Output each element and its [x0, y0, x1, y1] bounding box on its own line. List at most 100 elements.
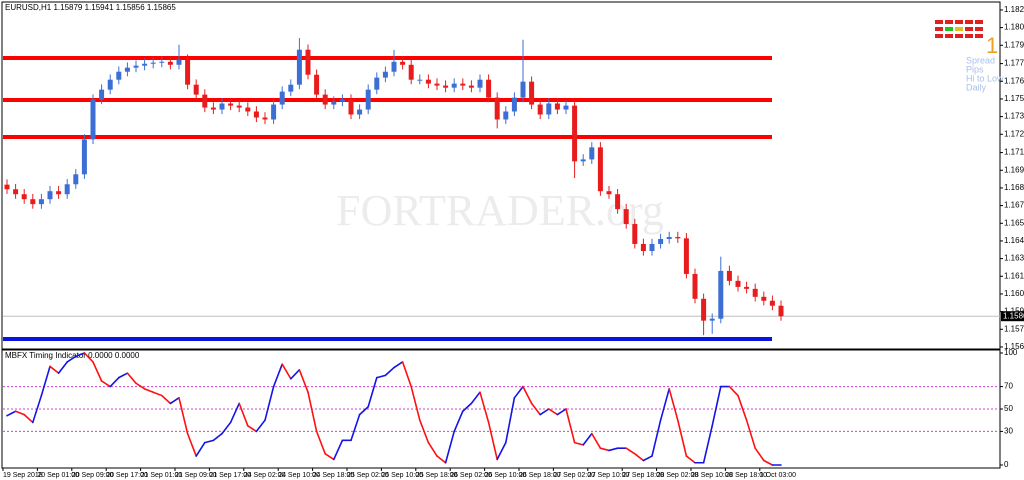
indicator-segment [401, 361, 413, 388]
indicator-segment [384, 366, 395, 377]
signal-box [935, 20, 943, 24]
indicator-segment [40, 365, 51, 397]
indicator-segment [582, 432, 593, 446]
indicator-segment [298, 368, 309, 394]
indicator-segment [118, 372, 129, 379]
info-widget: 1 Spread Pips Hi to Low Daily [935, 20, 1004, 92]
indicator-segment [711, 385, 722, 427]
candle-body [288, 84, 294, 92]
indicator-segment [247, 424, 258, 433]
indicator-segment [31, 394, 43, 424]
indicator-title: MBFX Timing Indicator 0.0000 0.0000 [5, 351, 140, 360]
indicator-segment [418, 419, 430, 444]
x-tick-label: 25 Sep 18:00 [416, 472, 458, 479]
candle-body [400, 61, 406, 65]
candle-body [167, 61, 173, 65]
candle-body [382, 71, 388, 78]
indicator-segment [496, 441, 507, 461]
info-label: Hi to Low [966, 73, 1004, 83]
indicator-segment [651, 419, 662, 457]
indicator-segment [169, 396, 180, 405]
candle-body [606, 191, 612, 195]
y-tick-label: 50 [1004, 404, 1013, 413]
candle-body [193, 84, 199, 95]
indicator-segment [522, 385, 533, 405]
indicator-segment [6, 410, 17, 417]
candle-body [752, 288, 758, 297]
indicator-segment [762, 459, 774, 466]
y-tick-label: 1.16170 [1004, 271, 1024, 280]
indicator-segment [281, 363, 292, 380]
indicator-segment [436, 455, 447, 464]
spread-value: 1 [986, 33, 998, 58]
indicator-segment [75, 352, 86, 358]
x-tick-label: 1 Oct 03:00 [760, 472, 796, 479]
indicator-segment [23, 413, 34, 424]
candle-body [374, 77, 380, 90]
candle-body [73, 174, 79, 185]
candle-body [219, 103, 225, 110]
price-tag [1001, 311, 1024, 322]
indicator-segment [143, 388, 154, 394]
candle-body [56, 191, 62, 195]
indicator-segment [608, 447, 619, 452]
y-tick-label: 1.16710 [1004, 201, 1024, 210]
y-tick-label: 1.15630 [1004, 342, 1024, 351]
y-tick-label: 1.16845 [1004, 183, 1024, 192]
indicator-segment [332, 439, 344, 461]
indicator-segment [676, 419, 688, 457]
candle-body [30, 199, 36, 205]
y-tick-label: 1.17795 [1004, 59, 1024, 68]
signal-box [955, 34, 963, 38]
indicator-segment [375, 374, 387, 379]
candle-body [597, 147, 603, 192]
y-tick-label: 0 [1004, 460, 1009, 469]
indicator-segment [539, 408, 550, 416]
candle-body [236, 105, 242, 108]
x-tick-label: 26 Sep 18:00 [519, 472, 561, 479]
x-tick-label: 27 Sep 10:00 [588, 472, 630, 479]
candle-body [460, 83, 466, 86]
indicator-segment [57, 361, 68, 374]
signal-box [945, 27, 953, 31]
indicator-segment [685, 455, 696, 464]
candle-body [503, 111, 509, 120]
indicator-segment [453, 410, 464, 433]
x-tick-label: 21 Sep 17:00 [209, 472, 251, 479]
candle-body [632, 224, 638, 244]
candle-body [425, 79, 431, 84]
candle-body [81, 139, 87, 175]
x-tick-label: 26 Sep 10:00 [485, 472, 527, 479]
chart-title: EURUSD,H1 1.15879 1.15941 1.15856 1.1586… [5, 3, 176, 12]
indicator-segment [487, 421, 499, 461]
indicator-segment [14, 410, 26, 416]
indicator-segment [350, 413, 361, 442]
candle-body [133, 65, 139, 68]
candle-body [537, 104, 543, 115]
candle-body [357, 109, 363, 115]
candle-body [202, 94, 208, 108]
candle-body [744, 286, 750, 289]
candle-body [572, 105, 578, 162]
indicator-segment [221, 421, 232, 435]
y-tick-label: 1.17390 [1004, 112, 1024, 121]
info-label: Daily [966, 82, 987, 92]
x-tick-label: 28 Sep 18:00 [725, 472, 767, 479]
y-tick-label: 1.16440 [1004, 236, 1024, 245]
indicator-segment [479, 391, 490, 424]
candle-body [271, 104, 277, 120]
indicator-segment [668, 388, 679, 422]
indicator-segment [547, 408, 559, 416]
candle-body [443, 85, 449, 88]
candle-body [185, 59, 191, 85]
candle-body [279, 91, 285, 105]
indicator-segment [393, 361, 404, 369]
candle-body [245, 107, 251, 112]
y-tick-label: 1.16035 [1004, 289, 1024, 298]
indicator-segment [504, 396, 516, 444]
candle-body [210, 107, 216, 110]
candle-body [4, 184, 10, 190]
candle-body [150, 62, 156, 64]
